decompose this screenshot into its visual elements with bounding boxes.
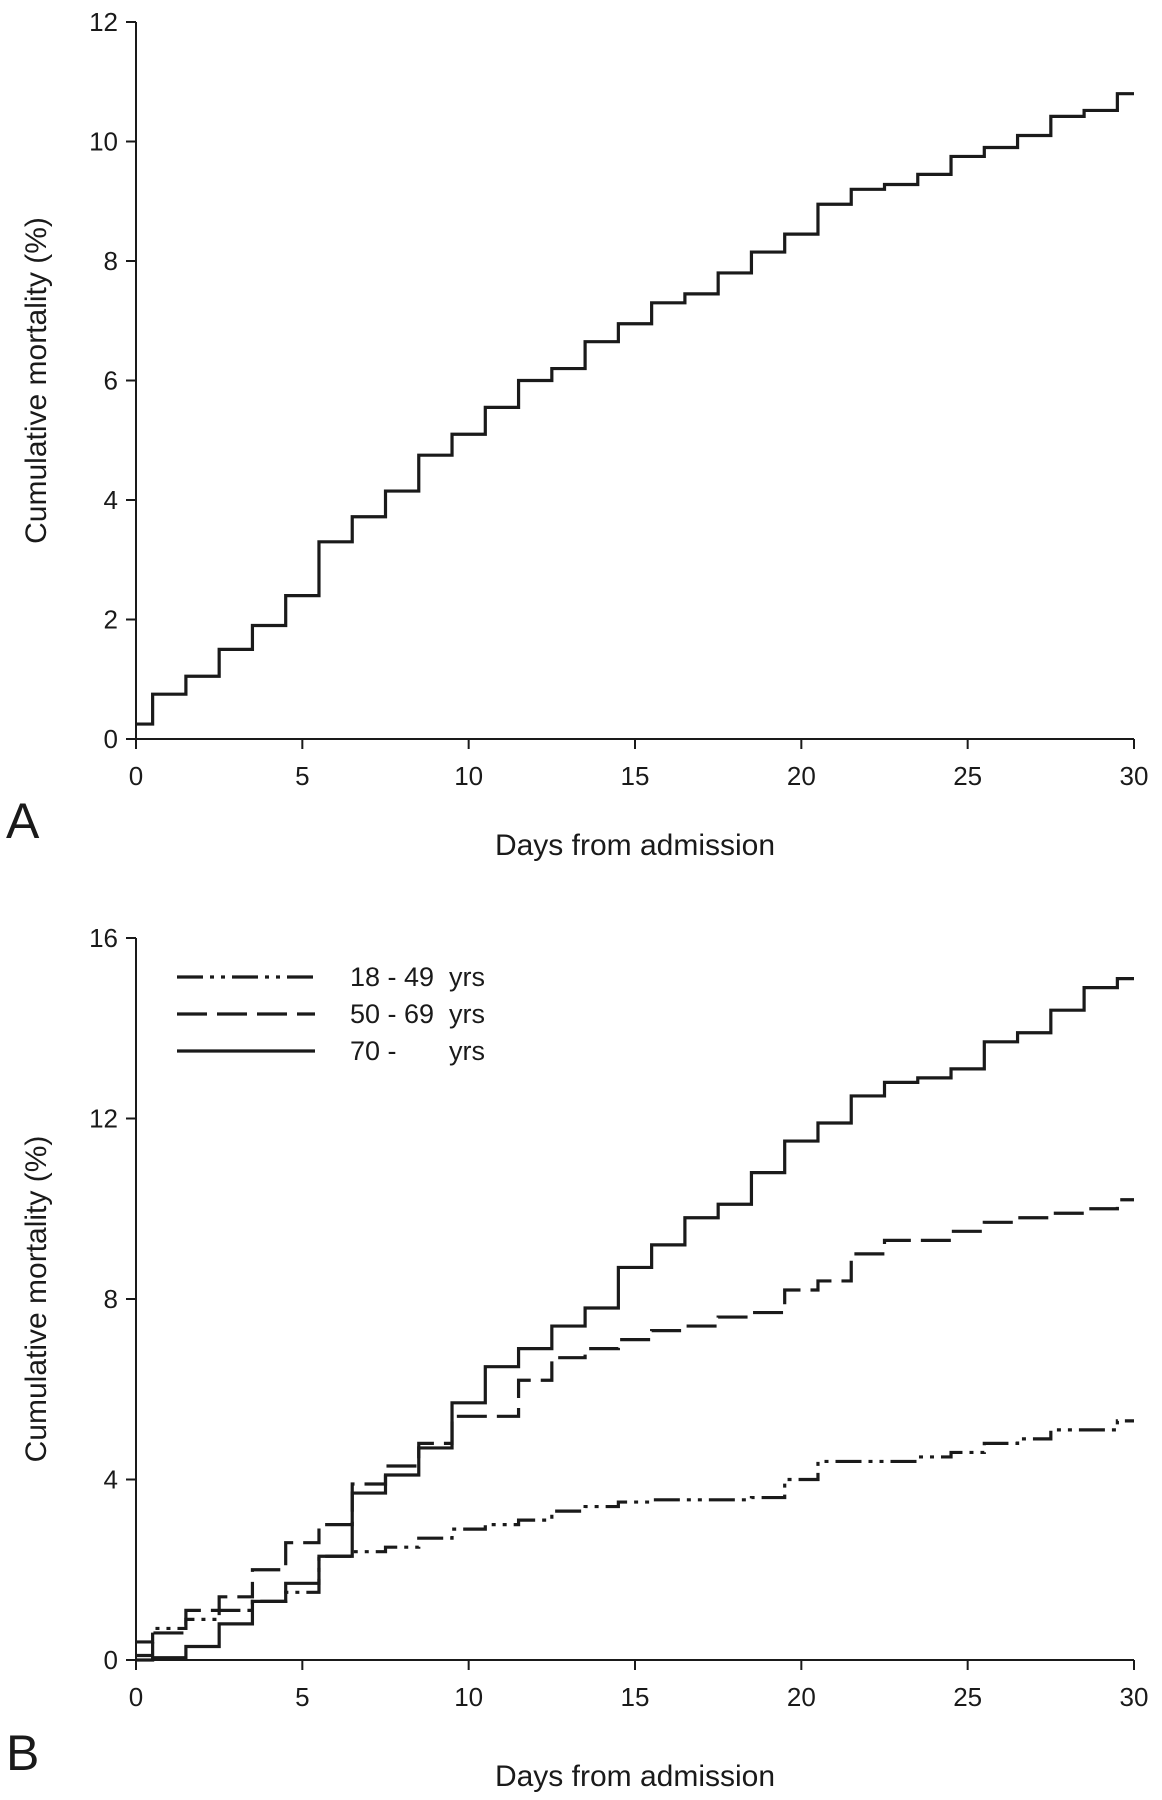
series-line-dashed xyxy=(136,1198,1134,1658)
x-tick-label: 25 xyxy=(953,761,982,791)
panel-a-chart: 0 2 4 6 8 10 12 0 5 10 15 20 25 30 Days from admission… xyxy=(6,7,1148,862)
x-tick-label: 15 xyxy=(621,1682,650,1712)
y-tick-label: 12 xyxy=(89,1104,118,1134)
x-tick-label: 10 xyxy=(454,1682,483,1712)
x-tick-label: 20 xyxy=(787,1682,816,1712)
series-line-solid xyxy=(136,977,1134,1662)
y-tick-label: 6 xyxy=(104,366,118,396)
series-line-solid xyxy=(136,92,1134,726)
y-axis-title: Cumulative mortality (%) xyxy=(20,1136,53,1463)
y-tick-label: 4 xyxy=(104,1465,118,1495)
y-tick-label: 12 xyxy=(89,7,118,37)
panel-letter: A xyxy=(6,793,40,849)
y-tick-label: 0 xyxy=(104,724,118,754)
y-tick-label: 2 xyxy=(104,605,118,635)
x-axis-title: Days from admission xyxy=(495,1760,775,1793)
legend-label: 18 - 49 yrs xyxy=(350,962,485,992)
x-tick-label: 10 xyxy=(454,761,483,791)
x-tick-label: 0 xyxy=(129,1682,143,1712)
y-tick-label: 8 xyxy=(104,1284,118,1314)
x-tick-label: 0 xyxy=(129,761,143,791)
legend-label: 70 - yrs xyxy=(350,1036,485,1066)
y-tick-label: 16 xyxy=(89,923,118,953)
x-axis-title: Days from admission xyxy=(495,829,775,862)
x-tick-label: 20 xyxy=(787,761,816,791)
x-tick-label: 30 xyxy=(1120,761,1149,791)
panel-letter: B xyxy=(6,1725,39,1781)
x-tick-label: 30 xyxy=(1120,1682,1149,1712)
panel-b-chart: 0 4 8 12 16 0 5 10 15 20 25 30 Days from admission Cu… xyxy=(6,923,1148,1793)
legend-label: 50 - 69 yrs xyxy=(350,999,485,1029)
y-tick-label: 4 xyxy=(104,485,118,515)
x-tick-label: 15 xyxy=(621,761,650,791)
x-tick-label: 5 xyxy=(295,761,309,791)
y-axis-title: Cumulative mortality (%) xyxy=(20,217,53,544)
x-tick-label: 5 xyxy=(295,1682,309,1712)
series-line-dash-dot-dot xyxy=(136,1419,1134,1644)
y-tick-label: 0 xyxy=(104,1645,118,1675)
y-tick-label: 10 xyxy=(89,127,118,157)
y-tick-label: 8 xyxy=(104,246,118,276)
x-tick-label: 25 xyxy=(953,1682,982,1712)
